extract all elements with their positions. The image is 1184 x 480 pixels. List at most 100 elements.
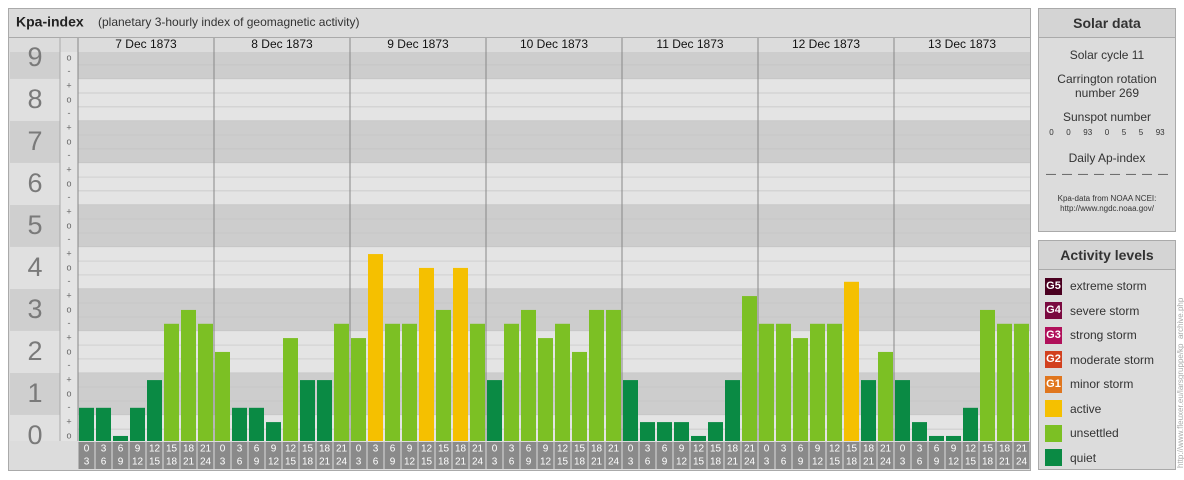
hour-from: 3 (237, 444, 243, 455)
bar (1014, 323, 1029, 441)
hour-from: 9 (135, 444, 141, 455)
bar (368, 254, 383, 441)
day-label: 11 Dec 1873 (656, 37, 723, 51)
hour-to: 12 (132, 457, 144, 468)
minor-tick-label: o (66, 430, 71, 440)
bar (640, 422, 655, 441)
bar (487, 380, 502, 441)
bar (572, 351, 587, 441)
bar (436, 309, 451, 441)
hour-to: 21 (863, 457, 875, 468)
hour-to: 18 (710, 457, 722, 468)
bar (317, 380, 332, 441)
legend-swatch: G2 (1045, 351, 1062, 369)
hour-to: 24 (472, 457, 484, 468)
legend-swatch: G1 (1045, 375, 1062, 393)
minor-tick-label: + (66, 248, 71, 258)
hour-from: 9 (407, 444, 413, 455)
hour-cell (1013, 442, 1030, 469)
legend-swatch (1045, 424, 1062, 442)
minor-tick-label: o (66, 388, 71, 398)
hour-to: 15 (829, 457, 841, 468)
hour-cell (78, 442, 95, 469)
legend-swatch (1045, 400, 1062, 418)
carrington: Carrington rotation number 269 (1057, 72, 1157, 100)
minor-tick-label: + (66, 374, 71, 384)
panel-title: Activity levels (1039, 241, 1175, 270)
solar-data-panel: Solar data Solar cycle 11 Carrington rot… (1038, 8, 1176, 232)
hour-from: 18 (863, 444, 875, 455)
y-tick-label: 4 (27, 252, 42, 282)
hour-to: 6 (645, 457, 651, 468)
legend-swatch: G4 (1045, 302, 1062, 320)
y-tick-label: 2 (27, 336, 42, 366)
hour-to: 6 (237, 457, 243, 468)
hour-from: 15 (166, 444, 178, 455)
credit: http://www.fleuxer.eu/larsgruppe/kp_arch… (1176, 297, 1184, 468)
ap-value: — (1062, 169, 1072, 180)
y-tick-label: 0 (27, 420, 42, 450)
y-tick-label: 9 (27, 42, 42, 72)
sunspot-value: 0 (1049, 128, 1054, 137)
hour-from: 15 (846, 444, 858, 455)
hour-from: 12 (421, 444, 433, 455)
day-label: 9 Dec 1873 (387, 37, 449, 51)
hour-cell (605, 442, 622, 469)
bar (266, 422, 281, 441)
bar (300, 380, 315, 441)
hour-cell (826, 442, 843, 469)
bar (130, 407, 145, 441)
hour-cell (146, 442, 163, 469)
legend-label: extreme storm (1070, 279, 1147, 294)
minor-tick-label: o (66, 94, 71, 104)
hour-cell (945, 442, 962, 469)
hour-from: 9 (271, 444, 277, 455)
bar (895, 380, 910, 441)
hour-cell (571, 442, 588, 469)
chart: Kpa-index (planetary 3-hourly index of g… (8, 8, 1031, 471)
y-tick-label: 6 (27, 168, 42, 198)
bar (147, 380, 162, 441)
legend-label: quiet (1070, 450, 1097, 465)
hour-from: 6 (390, 444, 396, 455)
hour-from: 6 (526, 444, 532, 455)
minor-tick-label: - (68, 108, 71, 118)
minor-tick-label: o (66, 304, 71, 314)
band (78, 246, 1030, 289)
minor-tick-label: - (68, 150, 71, 160)
ap-row: — — — — — — — — (1039, 169, 1175, 180)
legend-item: G3 strong storm (1039, 323, 1175, 348)
minor-tick-label: o (66, 136, 71, 146)
minor-tick-label: o (66, 220, 71, 230)
hour-to: 9 (254, 457, 260, 468)
bar (555, 323, 570, 441)
day-label: 12 Dec 1873 (792, 37, 860, 51)
hour-from: 6 (934, 444, 940, 455)
minor-tick-label: o (66, 52, 71, 62)
y-cell (10, 414, 60, 441)
hour-from: 15 (438, 444, 450, 455)
legend-label: active (1070, 401, 1102, 416)
y-tick-label: 3 (27, 294, 42, 324)
band (78, 330, 1030, 373)
hour-to: 9 (526, 457, 532, 468)
bar (164, 323, 179, 441)
legend-label: moderate storm (1070, 352, 1155, 367)
hour-to: 6 (509, 457, 515, 468)
hour-from: 12 (829, 444, 841, 455)
panel-title: Solar data (1039, 9, 1175, 38)
hour-from: 15 (710, 444, 722, 455)
minor-tick-label: + (66, 206, 71, 216)
hour-from: 0 (628, 444, 634, 455)
bar (96, 407, 111, 441)
bar (623, 380, 638, 441)
hour-from: 6 (254, 444, 260, 455)
legend-swatch (1045, 449, 1062, 467)
hour-cell (486, 442, 503, 469)
day-label: 10 Dec 1873 (520, 37, 588, 51)
hour-cell (112, 442, 129, 469)
hour-cell (911, 442, 928, 469)
hour-cell (928, 442, 945, 469)
hour-cell (350, 442, 367, 469)
hour-from: 18 (319, 444, 331, 455)
